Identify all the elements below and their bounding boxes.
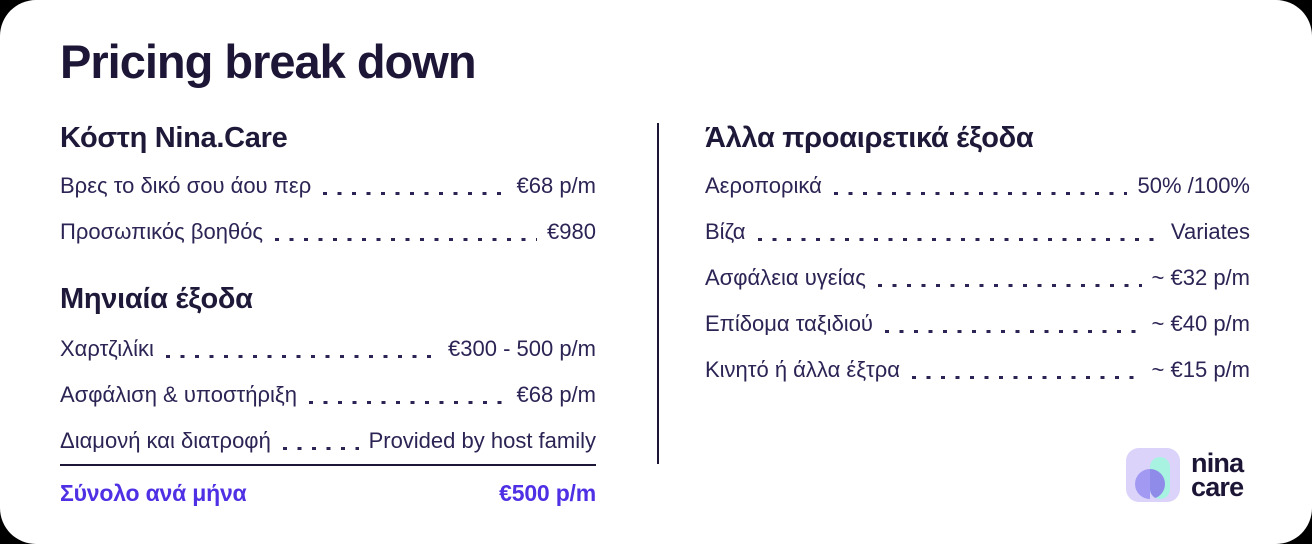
price-label: Ασφάλεια υγείας xyxy=(705,265,866,290)
nina-care-costs-column: Κόστη Nina.Care Βρες το δικό σου άου περ… xyxy=(60,118,596,507)
price-label: Προσωπικός βοηθός xyxy=(60,219,264,244)
price-row-health-insurance: Ασφάλεια υγείας ~ €32 p/m xyxy=(705,255,1250,301)
price-value: €68 p/m xyxy=(516,173,597,198)
dot-leader xyxy=(877,283,1142,287)
optional-expenses-column: Άλλα προαιρετικά έξοδα Αεροπορικά 50% /1… xyxy=(705,118,1250,393)
price-value: ~ €32 p/m xyxy=(1151,265,1250,290)
wordmark-line1: nina xyxy=(1191,448,1244,478)
dot-leader xyxy=(757,237,1161,241)
section-heading-nina-care-costs: Κόστη Nina.Care xyxy=(60,122,288,154)
price-label: Χαρτζιλίκι xyxy=(60,336,154,361)
price-label: Διαμονή και διατροφή xyxy=(60,428,271,453)
price-label: Ασφάλιση & υποστήριξη xyxy=(60,382,297,407)
price-row-room-board: Διαμονή και διατροφή Provided by host fa… xyxy=(60,418,596,464)
monthly-total-row: Σύνολο ανά μήνα €500 p/m xyxy=(60,464,596,507)
price-value: €68 p/m xyxy=(516,382,597,407)
section-heading-monthly-expenses: Μηνιαία έξοδα xyxy=(60,283,253,315)
price-label: Βρες το δικό σου άου περ xyxy=(60,173,312,198)
price-label: Αεροπορικά xyxy=(705,173,822,198)
price-row-personal-assistant: Προσωπικός βοηθός €980 xyxy=(60,209,596,255)
logo-overlap-shape xyxy=(1150,469,1165,499)
monthly-expenses-rows: Χαρτζιλίκι €300 - 500 p/m Ασφάλιση & υπο… xyxy=(60,326,596,464)
dot-leader xyxy=(884,329,1142,333)
price-label: Βίζα xyxy=(705,219,746,244)
price-row-au-pair: Βρες το δικό σου άου περ €68 p/m xyxy=(60,163,596,209)
total-label: Σύνολο ανά μήνα xyxy=(60,480,247,506)
dot-leader xyxy=(308,400,507,404)
dot-leader xyxy=(323,191,507,195)
logo-pill-shape xyxy=(1150,457,1170,499)
dot-leader xyxy=(282,446,359,450)
price-value: 50% /100% xyxy=(1137,173,1250,198)
dot-leader xyxy=(165,354,439,358)
total-value: €500 p/m xyxy=(499,480,596,506)
price-value: €300 - 500 p/m xyxy=(448,336,596,361)
vertical-divider xyxy=(657,123,659,464)
price-row-flights: Αεροπορικά 50% /100% xyxy=(705,163,1250,209)
nina-care-costs-rows: Βρες το δικό σου άου περ €68 p/m Προσωπι… xyxy=(60,163,596,255)
dot-leader xyxy=(833,191,1128,195)
price-row-phone-extras: Κινητό ή άλλα έξτρα ~ €15 p/m xyxy=(705,347,1250,393)
dot-leader xyxy=(911,375,1142,379)
price-row-visa: Βίζα Variates xyxy=(705,209,1250,255)
page-title: Pricing break down xyxy=(60,35,477,88)
price-row-pocket-money: Χαρτζιλίκι €300 - 500 p/m xyxy=(60,326,596,372)
optional-expenses-rows: Αεροπορικά 50% /100% Βίζα Variates Ασφάλ… xyxy=(705,163,1250,393)
price-value: Provided by host family xyxy=(368,428,596,453)
price-row-insurance-support: Ασφάλιση & υποστήριξη €68 p/m xyxy=(60,372,596,418)
price-row-travel-allowance: Επίδομα ταξιδιού ~ €40 p/m xyxy=(705,301,1250,347)
price-value: ~ €40 p/m xyxy=(1151,311,1250,336)
logo-circle-shape xyxy=(1135,469,1150,499)
price-value: Variates xyxy=(1170,219,1250,244)
price-value: ~ €15 p/m xyxy=(1151,357,1250,382)
dot-leader xyxy=(275,237,538,241)
nina-care-wordmark: nina care xyxy=(1191,448,1244,502)
section-heading-other-optional-expenses: Άλλα προαιρετικά έξοδα xyxy=(705,122,1034,154)
nina-care-logo: nina care xyxy=(1126,448,1244,502)
price-label: Επίδομα ταξιδιού xyxy=(705,311,873,336)
nina-care-logo-icon xyxy=(1126,448,1180,502)
wordmark-line2: care xyxy=(1191,472,1244,502)
price-label: Κινητό ή άλλα έξτρα xyxy=(705,357,900,382)
price-value: €980 xyxy=(547,219,596,244)
